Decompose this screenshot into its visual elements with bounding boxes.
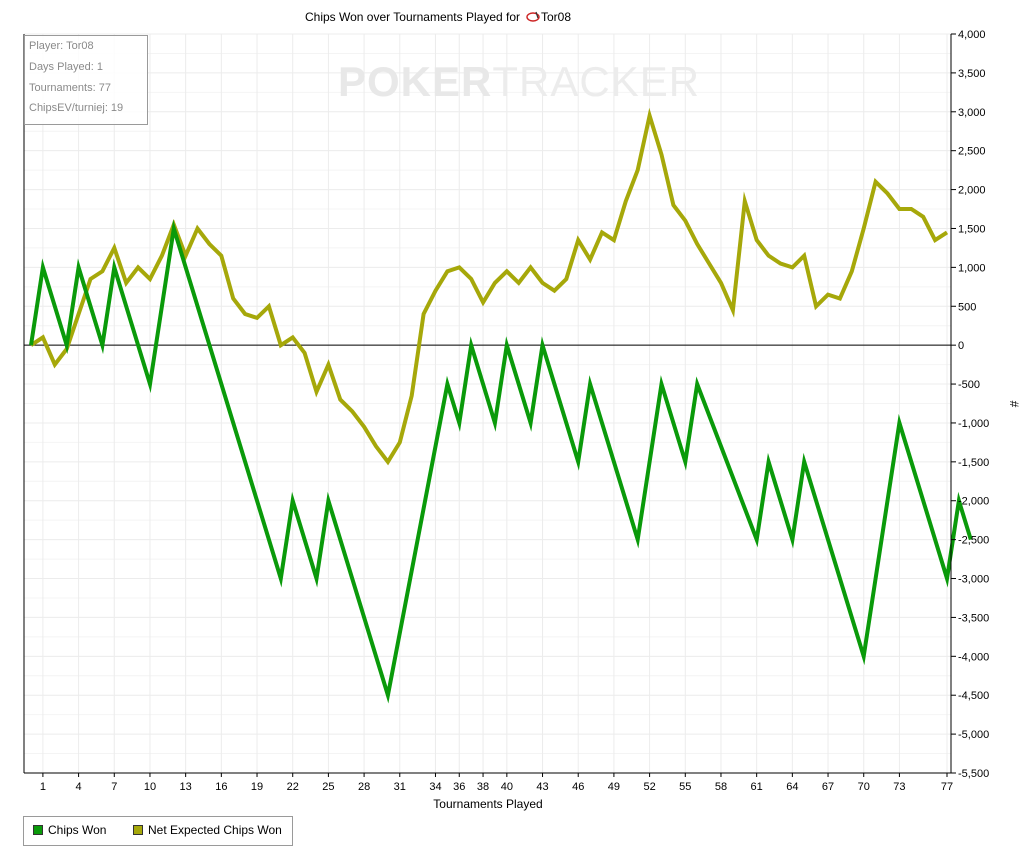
x-tick-label: 4 bbox=[76, 781, 82, 793]
y-tick-label: 4,000 bbox=[958, 29, 986, 41]
series-line-net-expected-chips-won bbox=[29, 107, 949, 466]
legend-label-net-expected: Net Expected Chips Won bbox=[148, 823, 282, 837]
x-axis-label: Tournaments Played bbox=[433, 797, 542, 811]
x-tick-label: 31 bbox=[394, 781, 406, 793]
info-tournaments: Tournaments: 77 bbox=[29, 82, 111, 94]
x-tick-label: 49 bbox=[608, 781, 620, 793]
info-player: Player: Tor08 bbox=[29, 40, 94, 52]
chart-title: Chips Won over Tournaments Played for bbox=[305, 10, 520, 24]
pokertracker-watermark: POKERTRACKER bbox=[338, 58, 701, 105]
y-tick-labels: 4,000 3,500 3,000 2,500 2,000 1,500 1,000 500 0 -… bbox=[951, 29, 989, 780]
x-tick-label: 70 bbox=[858, 781, 870, 793]
y-tick-label: -4,000 bbox=[958, 651, 989, 663]
x-tick-label: 73 bbox=[893, 781, 905, 793]
x-tick-label: 40 bbox=[501, 781, 513, 793]
x-tick-label: 10 bbox=[144, 781, 156, 793]
x-tick-label: 52 bbox=[643, 781, 655, 793]
axes bbox=[23, 34, 952, 774]
x-tick-label: 55 bbox=[679, 781, 691, 793]
info-chipsev: ChipsEV/turniej: 19 bbox=[29, 102, 124, 114]
player-icon bbox=[526, 11, 540, 22]
y-tick-label: 3,500 bbox=[958, 68, 986, 80]
series-line-chips-won bbox=[29, 219, 973, 704]
chart-title-player: Tor08 bbox=[541, 10, 571, 24]
y-tick-label: -2,500 bbox=[958, 535, 989, 547]
y-tick-label: 3,000 bbox=[958, 107, 986, 119]
info-days-played: Days Played: 1 bbox=[29, 61, 103, 73]
y-tick-label: -4,500 bbox=[958, 690, 989, 702]
y-tick-label: -3,000 bbox=[958, 574, 989, 586]
y-tick-label: 2,500 bbox=[958, 146, 986, 158]
x-tick-label: 19 bbox=[251, 781, 263, 793]
x-tick-label: 36 bbox=[453, 781, 465, 793]
x-tick-label: 58 bbox=[715, 781, 727, 793]
legend-item-net-expected: Net Expected Chips Won bbox=[133, 823, 282, 837]
y-tick-label: -5,000 bbox=[958, 729, 989, 741]
x-tick-label: 1 bbox=[40, 781, 46, 793]
y-tick-label: 1,000 bbox=[958, 262, 986, 274]
x-tick-labels: 1 4 7 10 13 16 19 22 25 28 31 34 36 38 40 43 46 49 52 55 58 6… bbox=[40, 773, 953, 793]
x-tick-label: 28 bbox=[358, 781, 370, 793]
x-tick-label: 16 bbox=[215, 781, 227, 793]
x-tick-label: 13 bbox=[180, 781, 192, 793]
y-axis-label: # bbox=[1007, 401, 1021, 408]
y-tick-label: -2,000 bbox=[958, 496, 989, 508]
legend: Chips Won Net Expected Chips Won bbox=[23, 816, 293, 846]
x-tick-label: 64 bbox=[786, 781, 798, 793]
y-tick-label: -1,000 bbox=[958, 418, 989, 430]
y-tick-label: -500 bbox=[958, 379, 980, 391]
y-tick-label: 2,000 bbox=[958, 185, 986, 197]
x-tick-label: 61 bbox=[751, 781, 763, 793]
y-tick-label: 500 bbox=[958, 301, 976, 313]
x-tick-label: 34 bbox=[429, 781, 441, 793]
y-tick-label: -5,500 bbox=[958, 768, 989, 780]
legend-label-chips-won: Chips Won bbox=[48, 823, 107, 837]
legend-swatch-net-expected bbox=[133, 825, 143, 835]
x-tick-label: 7 bbox=[111, 781, 117, 793]
chart-title-group: Chips Won over Tournaments Played for To… bbox=[305, 10, 571, 24]
x-tick-label: 38 bbox=[477, 781, 489, 793]
x-tick-label: 77 bbox=[941, 781, 953, 793]
y-tick-label: 1,500 bbox=[958, 223, 986, 235]
y-tick-label: -3,500 bbox=[958, 612, 989, 624]
y-tick-label: 0 bbox=[958, 340, 964, 352]
x-tick-label: 67 bbox=[822, 781, 834, 793]
player-info-box: Player: Tor08 Days Played: 1 Tournaments… bbox=[24, 35, 148, 125]
x-tick-label: 43 bbox=[536, 781, 548, 793]
legend-item-chips-won: Chips Won bbox=[33, 823, 106, 837]
y-tick-label: -1,500 bbox=[958, 457, 989, 469]
x-tick-label: 25 bbox=[322, 781, 334, 793]
x-tick-label: 46 bbox=[572, 781, 584, 793]
x-tick-label: 22 bbox=[287, 781, 299, 793]
series-layer bbox=[29, 107, 973, 704]
legend-swatch-chips-won bbox=[33, 825, 43, 835]
